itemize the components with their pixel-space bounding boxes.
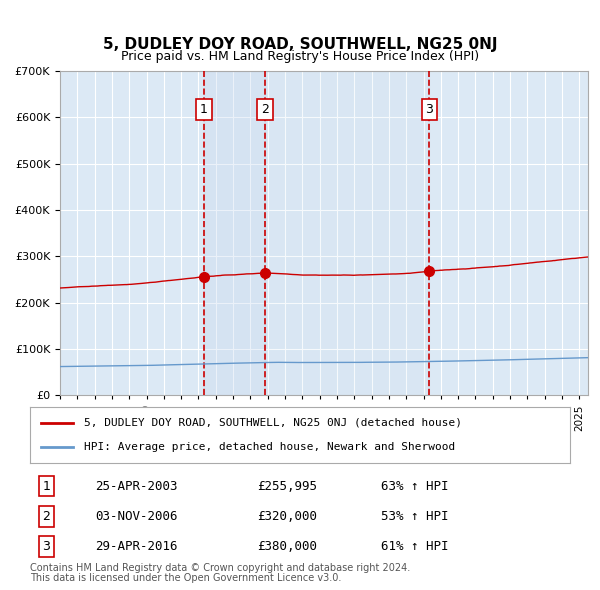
Text: 29-APR-2016: 29-APR-2016 [95,540,178,553]
Text: Price paid vs. HM Land Registry's House Price Index (HPI): Price paid vs. HM Land Registry's House … [121,50,479,63]
Text: 1: 1 [42,480,50,493]
Bar [265,71,429,395]
Text: £320,000: £320,000 [257,510,317,523]
Text: 3: 3 [425,103,433,116]
Text: 1: 1 [200,103,208,116]
Text: £255,995: £255,995 [257,480,317,493]
Text: 61% ↑ HPI: 61% ↑ HPI [381,540,449,553]
Text: 63% ↑ HPI: 63% ↑ HPI [381,480,449,493]
Text: Contains HM Land Registry data © Crown copyright and database right 2024.: Contains HM Land Registry data © Crown c… [30,563,410,572]
Text: HPI: Average price, detached house, Newark and Sherwood: HPI: Average price, detached house, Newa… [84,442,455,453]
Text: This data is licensed under the Open Government Licence v3.0.: This data is licensed under the Open Gov… [30,573,341,583]
Text: 2: 2 [42,510,50,523]
Text: 5, DUDLEY DOY ROAD, SOUTHWELL, NG25 0NJ (detached house): 5, DUDLEY DOY ROAD, SOUTHWELL, NG25 0NJ … [84,418,462,428]
Text: 25-APR-2003: 25-APR-2003 [95,480,178,493]
Text: 53% ↑ HPI: 53% ↑ HPI [381,510,449,523]
Text: £380,000: £380,000 [257,540,317,553]
Text: 5, DUDLEY DOY ROAD, SOUTHWELL, NG25 0NJ: 5, DUDLEY DOY ROAD, SOUTHWELL, NG25 0NJ [103,37,497,52]
Text: 2: 2 [261,103,269,116]
Text: 03-NOV-2006: 03-NOV-2006 [95,510,178,523]
Text: 3: 3 [42,540,50,553]
Bar [204,71,265,395]
